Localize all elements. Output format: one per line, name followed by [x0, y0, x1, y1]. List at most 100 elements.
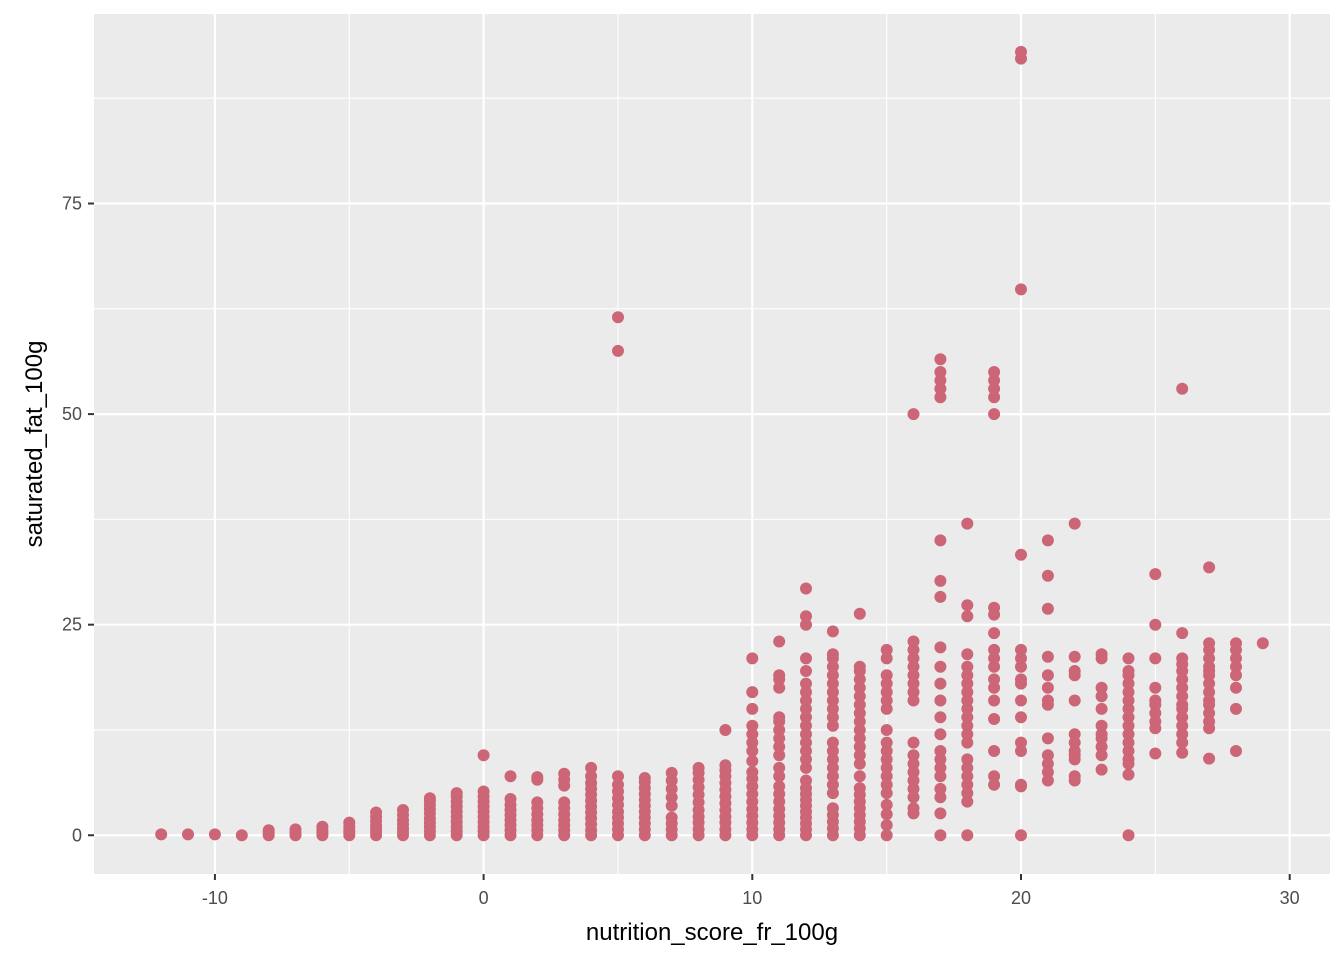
data-point: [665, 791, 678, 804]
data-point: [1068, 665, 1081, 677]
data-point: [1015, 673, 1027, 686]
data-point: [585, 761, 598, 774]
data-point: [638, 772, 651, 784]
data-point: [934, 782, 947, 795]
data-point: [1015, 736, 1027, 749]
data-point: [531, 771, 544, 784]
data-point: [988, 382, 1001, 395]
data-point: [1068, 650, 1081, 663]
data-point: [961, 648, 974, 661]
data-point: [746, 755, 759, 768]
data-point: [1122, 768, 1135, 781]
data-point: [1015, 711, 1027, 724]
data-point: [773, 669, 786, 682]
data-point: [1095, 702, 1108, 715]
data-point: [1041, 534, 1054, 547]
data-point: [907, 694, 920, 707]
data-point: [934, 590, 947, 603]
data-point: [1203, 637, 1216, 650]
data-point: [880, 808, 893, 821]
data-point: [988, 652, 1001, 665]
data-point: [961, 669, 974, 682]
data-point: [773, 635, 786, 648]
data-point: [1041, 766, 1054, 779]
data-point: [665, 799, 678, 812]
data-point: [988, 374, 1001, 387]
data-point: [450, 787, 463, 800]
y-tick-label: 50: [62, 404, 82, 424]
data-point: [423, 792, 436, 805]
data-point: [1041, 681, 1054, 694]
data-point: [1149, 707, 1162, 720]
data-point: [1015, 829, 1027, 842]
data-point: [880, 787, 893, 800]
data-point: [934, 711, 947, 724]
data-point: [800, 774, 812, 787]
data-point: [1176, 652, 1189, 665]
data-point: [1122, 711, 1135, 724]
data-point: [853, 732, 866, 745]
data-point: [1122, 694, 1135, 707]
plot-panel: [94, 14, 1330, 874]
data-point: [880, 798, 893, 811]
data-point: [612, 344, 624, 357]
data-point: [880, 702, 893, 715]
data-point: [880, 745, 893, 757]
x-axis: -10 0 10 20 30: [202, 874, 1300, 908]
data-point: [746, 652, 759, 665]
data-point: [907, 736, 920, 749]
data-point: [880, 770, 893, 783]
data-point: [1230, 637, 1242, 650]
data-point: [1176, 746, 1189, 759]
data-point: [907, 669, 920, 682]
data-point: [1176, 382, 1189, 395]
data-point: [853, 673, 866, 686]
data-point: [880, 778, 893, 791]
data-point: [853, 660, 866, 673]
data-points: [155, 45, 1269, 842]
data-point: [880, 694, 893, 707]
data-point: [1068, 517, 1081, 530]
data-point: [880, 819, 893, 832]
data-point: [477, 749, 490, 762]
data-point: [504, 770, 517, 783]
data-point: [612, 770, 624, 783]
data-point: [907, 749, 920, 762]
data-point: [826, 686, 839, 699]
data-point: [1122, 753, 1135, 766]
data-point: [1122, 745, 1135, 757]
x-tick-label: 10: [742, 888, 762, 908]
data-point: [585, 770, 598, 783]
data-point: [558, 767, 571, 780]
data-point: [1041, 774, 1054, 787]
data-point: [961, 761, 974, 774]
data-point: [665, 782, 678, 795]
data-point: [934, 366, 947, 378]
data-point: [1122, 702, 1135, 715]
data-point: [880, 829, 893, 842]
data-point: [1015, 745, 1027, 757]
data-point: [746, 686, 759, 699]
data-point: [880, 753, 893, 766]
data-point: [826, 660, 839, 673]
minor-gridlines: [94, 14, 1330, 874]
data-point: [1122, 652, 1135, 665]
data-point: [826, 702, 839, 715]
data-point: [907, 757, 920, 770]
data-point: [853, 698, 866, 711]
data-point: [1041, 732, 1054, 745]
data-point: [988, 681, 1001, 694]
data-point: [1256, 637, 1269, 650]
data-point: [1149, 568, 1162, 581]
data-point: [934, 761, 947, 774]
data-point: [826, 761, 839, 774]
data-point: [961, 686, 974, 699]
data-point: [961, 719, 974, 732]
data-point: [1176, 627, 1189, 640]
data-point: [853, 707, 866, 720]
data-point: [907, 643, 920, 656]
data-point: [262, 824, 275, 837]
data-point: [316, 820, 329, 833]
data-point: [800, 728, 812, 741]
data-point: [800, 719, 812, 732]
